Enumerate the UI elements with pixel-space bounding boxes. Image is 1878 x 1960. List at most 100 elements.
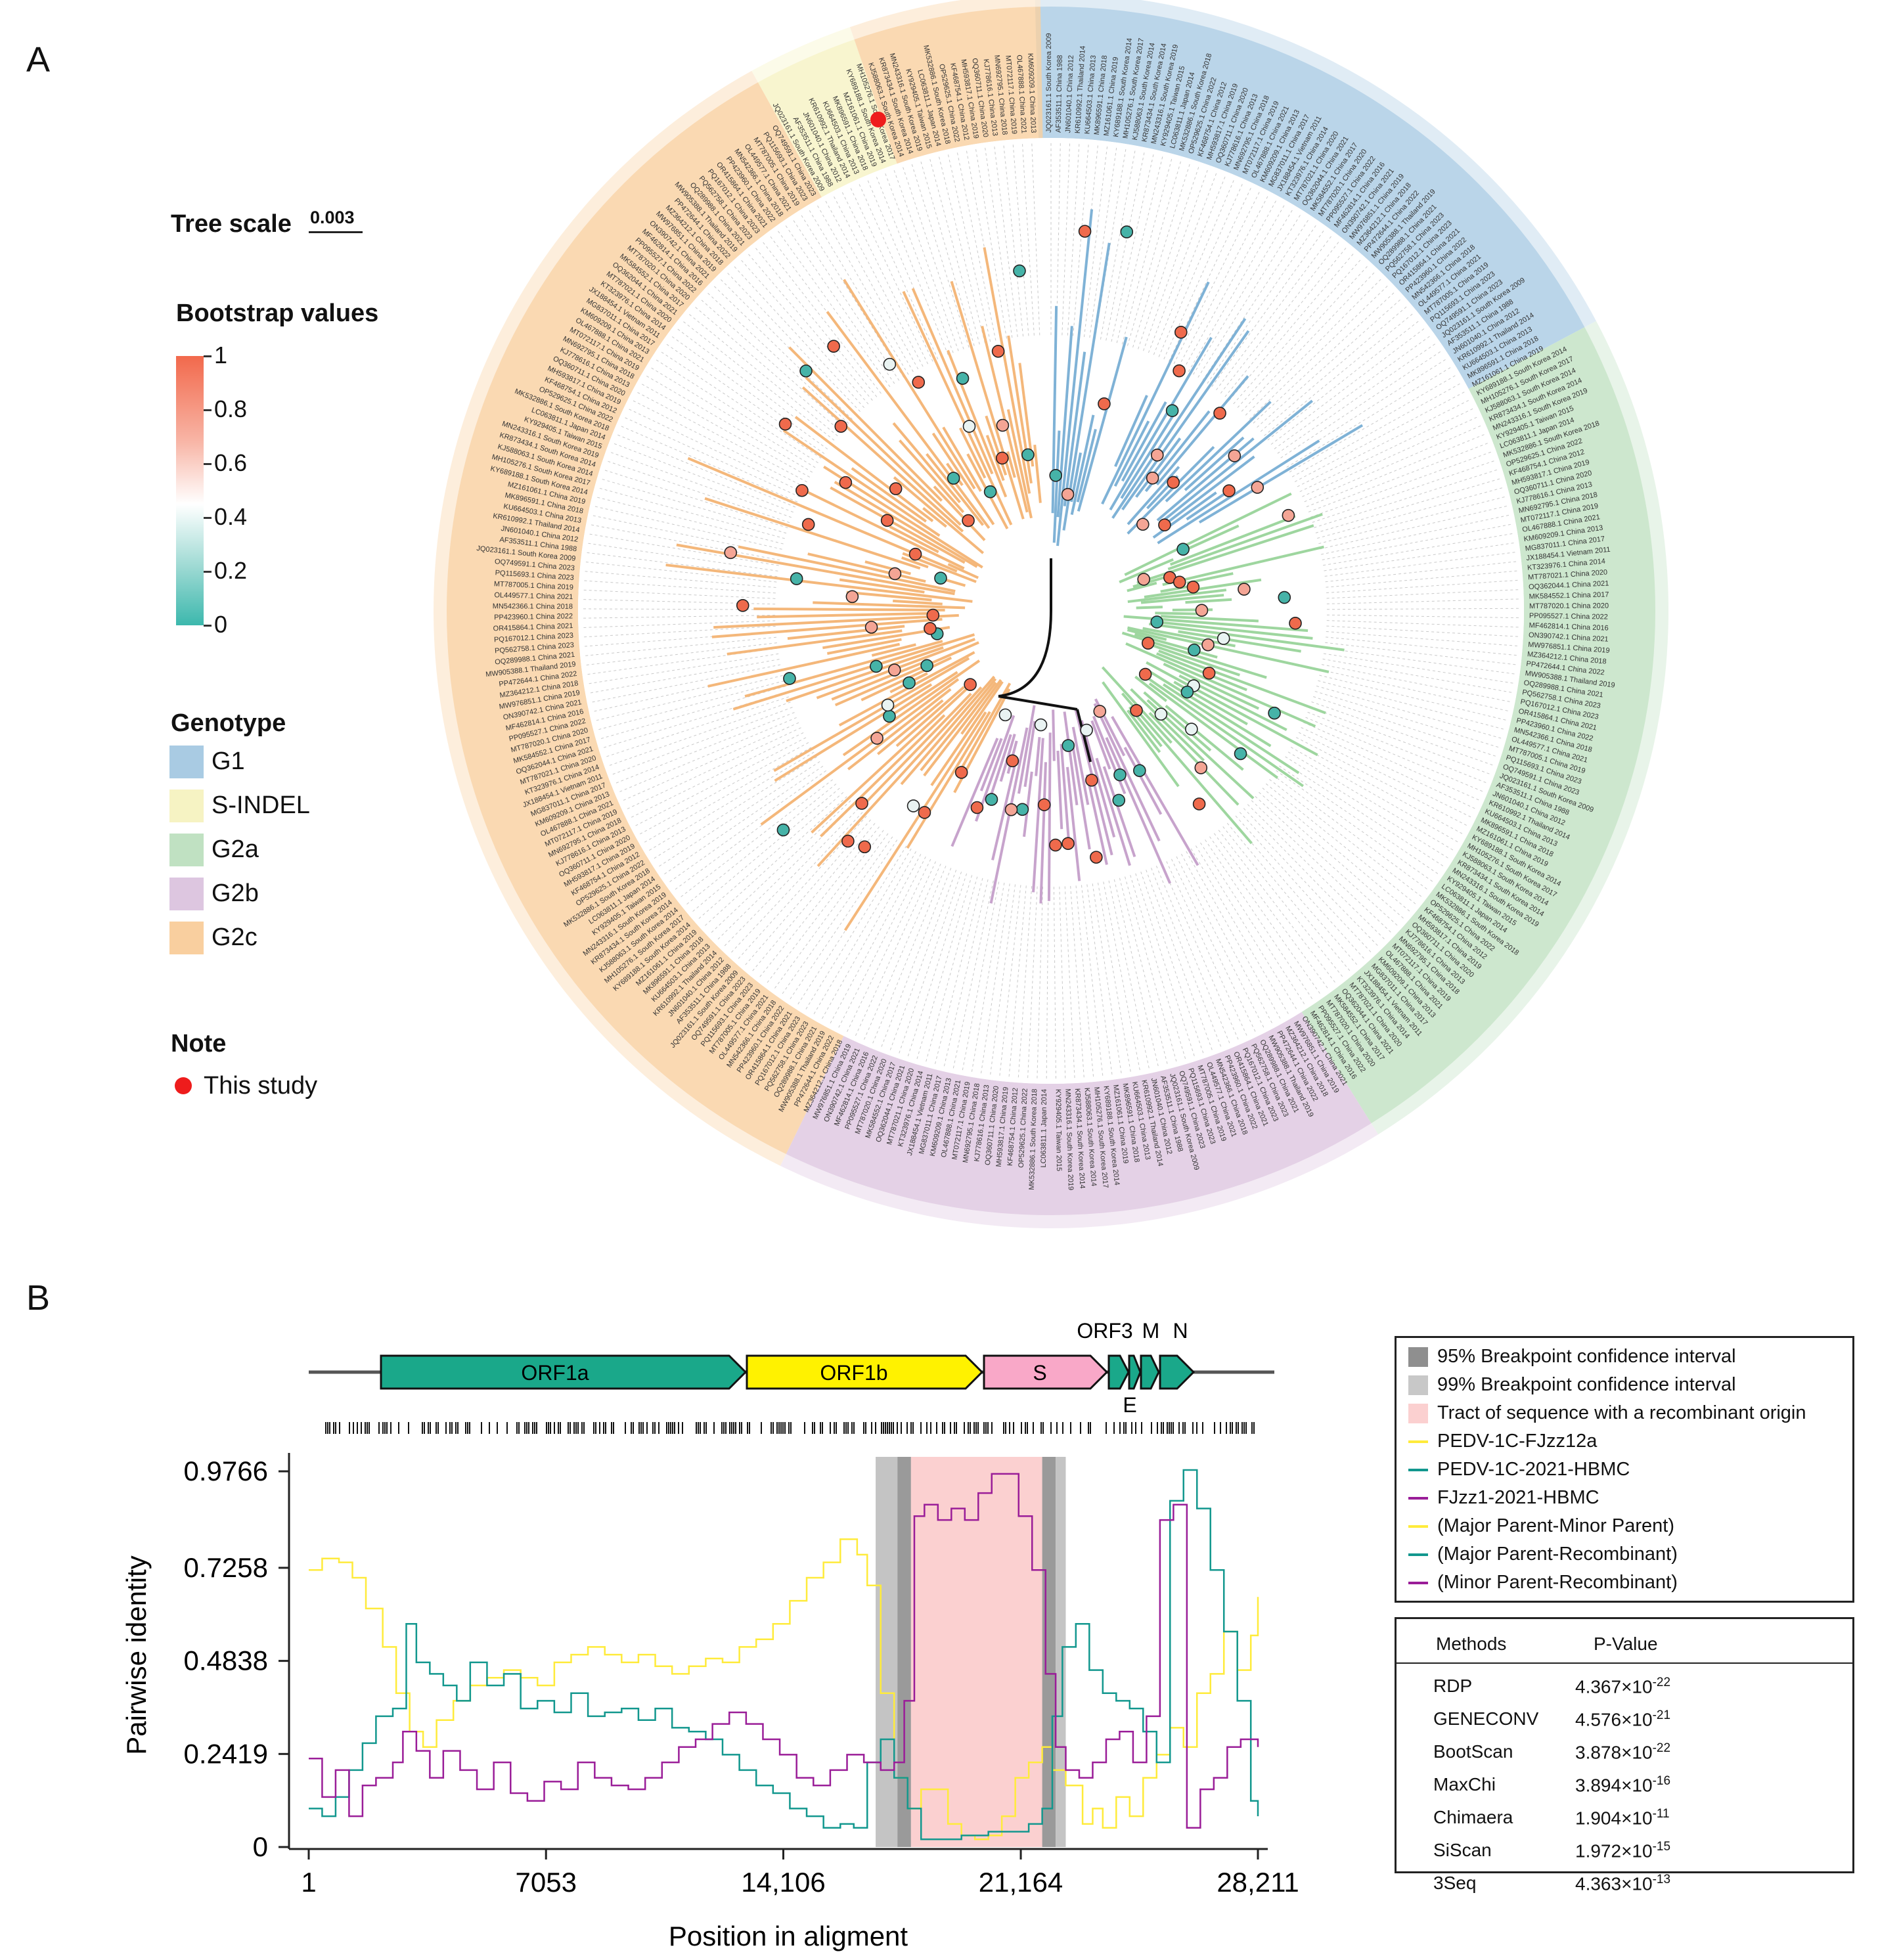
leaf-guide — [1056, 143, 1061, 336]
x-ticks: 1 7053 14,106 21,164 28,211 — [301, 1849, 1299, 1898]
branch — [1120, 413, 1175, 499]
branch — [1163, 662, 1260, 710]
leaf-guide — [1067, 144, 1080, 336]
genotype-sectors — [407, 0, 1695, 1248]
leaf-guide — [612, 707, 793, 775]
leaf-guide — [956, 152, 996, 341]
leaf-guide — [1319, 675, 1506, 721]
y-tick-label: 0.2419 — [184, 1738, 268, 1769]
branch — [843, 711, 987, 931]
branch — [794, 416, 934, 522]
branch — [1017, 705, 1036, 794]
gene-label-n: N — [1173, 1319, 1188, 1343]
leaf-guide — [656, 359, 818, 464]
legend-entry-label: (Major Parent-Recombinant) — [1437, 1544, 1678, 1565]
leaf-label: PP095527.1 China 2022 — [1529, 612, 1608, 621]
branch — [1039, 762, 1047, 904]
leaf-guide — [1158, 180, 1234, 357]
genotype-label: G2c — [212, 924, 257, 951]
bootstrap-node — [1194, 761, 1208, 774]
bootstrap-tick-label: 1 — [214, 342, 228, 368]
leaf-guide — [1303, 722, 1479, 801]
branch — [892, 422, 961, 504]
branch — [744, 640, 943, 698]
bootstrap-colorbar — [176, 356, 204, 625]
leaf-guide — [1121, 158, 1173, 345]
legend-entry-label: 95% Breakpoint confidence interval — [1437, 1346, 1736, 1367]
bootstrap-node — [1234, 747, 1247, 761]
leaf-guide — [588, 543, 778, 571]
branch — [1006, 409, 1033, 519]
leaf-guide — [841, 192, 929, 365]
leaf-guide — [1138, 167, 1199, 349]
leaf-guide — [876, 177, 949, 355]
branch — [846, 590, 932, 602]
branch — [847, 688, 952, 770]
leaf-guide — [591, 524, 780, 561]
bootstrap-node — [964, 678, 977, 692]
y-tick-label: 0.4838 — [184, 1645, 268, 1676]
branch — [987, 734, 1012, 803]
legend-line-icon — [1408, 1525, 1428, 1528]
genotype-sector — [849, 0, 1043, 164]
leaf-guide — [1320, 505, 1508, 550]
leaf-guide — [1299, 408, 1473, 492]
leaf-guide — [822, 851, 916, 1019]
branch — [1159, 399, 1313, 525]
table-method: Chimaera — [1433, 1807, 1513, 1827]
bootstrap-node — [1278, 590, 1291, 604]
leaf-guide — [649, 751, 815, 851]
bootstrap-node — [1201, 638, 1215, 652]
bootstrap-node — [883, 357, 897, 371]
leaf-guide — [999, 885, 1021, 1076]
legend-entry: 99% Breakpoint confidence interval — [1408, 1374, 1736, 1396]
similarity-series — [309, 1538, 1259, 1840]
pvalue-table: Methods P-Value RDP 4.367×10-22 GENECONV 4.… — [1395, 1617, 1854, 1894]
leaf-guide — [589, 653, 779, 684]
leaf-guide — [633, 400, 805, 487]
leaf-guide — [1325, 642, 1516, 665]
branch — [1186, 490, 1229, 521]
leaf-guide — [1231, 819, 1358, 965]
breakpoint-regions — [876, 1457, 1066, 1847]
panel-label-a: A — [26, 40, 51, 79]
leaf-guide — [920, 161, 975, 346]
leaf-guide — [1089, 147, 1117, 338]
leaf-guide — [1197, 215, 1301, 378]
leaf-guide — [625, 417, 800, 497]
bootstrap-node — [1165, 404, 1179, 417]
leaf-guide — [1239, 812, 1372, 952]
branch — [1035, 736, 1041, 776]
leaf-guide — [609, 702, 791, 766]
leaf-guide — [1166, 861, 1247, 1036]
bootstrap-node — [827, 340, 840, 353]
bootstrap-node — [795, 483, 809, 497]
table-method: GENECONV — [1433, 1708, 1539, 1729]
breakpoint-region — [910, 1457, 1042, 1847]
gene-label-orf3: ORF3 — [1077, 1319, 1132, 1343]
leaf-guide — [830, 854, 922, 1024]
branch — [1143, 691, 1212, 752]
leaf-guide — [1003, 145, 1024, 337]
leaf-guide — [1075, 885, 1094, 1077]
leaf-guide — [1304, 425, 1481, 502]
leaf-guide — [1277, 344, 1435, 454]
leaf-guide — [1235, 815, 1364, 959]
leaf-guide — [1270, 328, 1425, 445]
leaf-guide — [1290, 747, 1458, 843]
leaf-guide — [1186, 851, 1281, 1019]
bootstrap-node — [880, 514, 894, 527]
branch — [864, 560, 911, 575]
genotype-swatch — [169, 834, 204, 866]
branch — [851, 467, 927, 523]
leaf-guide — [1293, 742, 1463, 834]
leaf-guide — [1257, 299, 1400, 428]
bootstrap-tick-label: 0 — [214, 611, 228, 638]
similarity-lines — [309, 1469, 1259, 1840]
branch — [911, 288, 994, 475]
branch — [811, 682, 973, 834]
bootstrap-node — [906, 799, 920, 813]
leaf-guide — [585, 562, 777, 583]
leaf-guide — [903, 167, 964, 349]
x-tick-label: 1 — [301, 1867, 316, 1898]
